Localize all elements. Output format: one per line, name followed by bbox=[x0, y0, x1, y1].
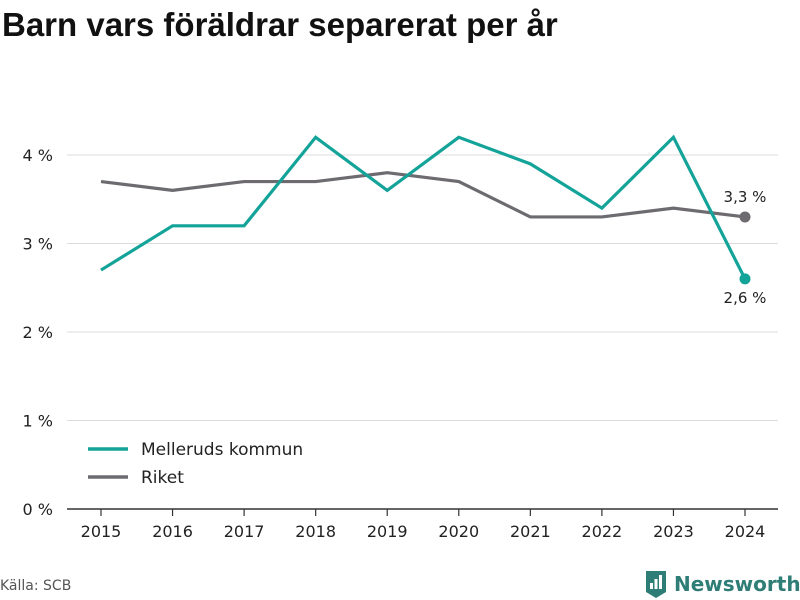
y-tick-label: 2 % bbox=[23, 323, 53, 342]
x-tick-label: 2022 bbox=[582, 522, 623, 541]
y-tick-label: 4 % bbox=[23, 146, 53, 165]
end-data-label: 2,6 % bbox=[724, 289, 767, 307]
end-point-marker bbox=[739, 211, 751, 223]
data-labels: 2,6 % 3,3 % bbox=[724, 188, 767, 307]
newsworthy-logo-icon bbox=[646, 571, 666, 598]
x-tick-label: 2015 bbox=[81, 522, 122, 541]
x-tick-label: 2020 bbox=[438, 522, 479, 541]
series-line bbox=[100, 171, 746, 219]
brand-name: Newsworthy bbox=[674, 572, 800, 596]
series-line bbox=[100, 134, 747, 280]
gridlines: 0 % 1 % 2 % 3 % 4 % bbox=[23, 146, 778, 519]
x-tick-label: 2018 bbox=[295, 522, 336, 541]
series-lines bbox=[100, 134, 751, 285]
x-axis: 2015 2016 2017 2018 2019 2020 2021 2022 2023 2024 bbox=[67, 508, 778, 541]
source-note: Källa: SCB bbox=[0, 578, 72, 594]
x-tick-label: 2021 bbox=[510, 522, 551, 541]
end-point-marker bbox=[739, 273, 751, 285]
legend-label: Melleruds kommun bbox=[141, 440, 303, 460]
end-data-label: 3,3 % bbox=[724, 188, 767, 206]
x-tick-label: 2024 bbox=[725, 522, 766, 541]
x-tick-label: 2017 bbox=[224, 522, 265, 541]
y-tick-label: 1 % bbox=[23, 412, 53, 431]
x-tick-label: 2023 bbox=[653, 522, 694, 541]
y-tick-label: 0 % bbox=[23, 500, 53, 519]
brand-logo[interactable]: Newsworthy bbox=[644, 569, 800, 599]
legend-label: Riket bbox=[141, 468, 184, 488]
x-tick-label: 2019 bbox=[367, 522, 408, 541]
y-tick-label: 3 % bbox=[23, 235, 53, 254]
chart-title: Barn vars föräldrar separerat per år bbox=[2, 6, 558, 43]
legend: Melleruds kommun Riket bbox=[88, 440, 303, 488]
x-tick-label: 2016 bbox=[152, 522, 193, 541]
